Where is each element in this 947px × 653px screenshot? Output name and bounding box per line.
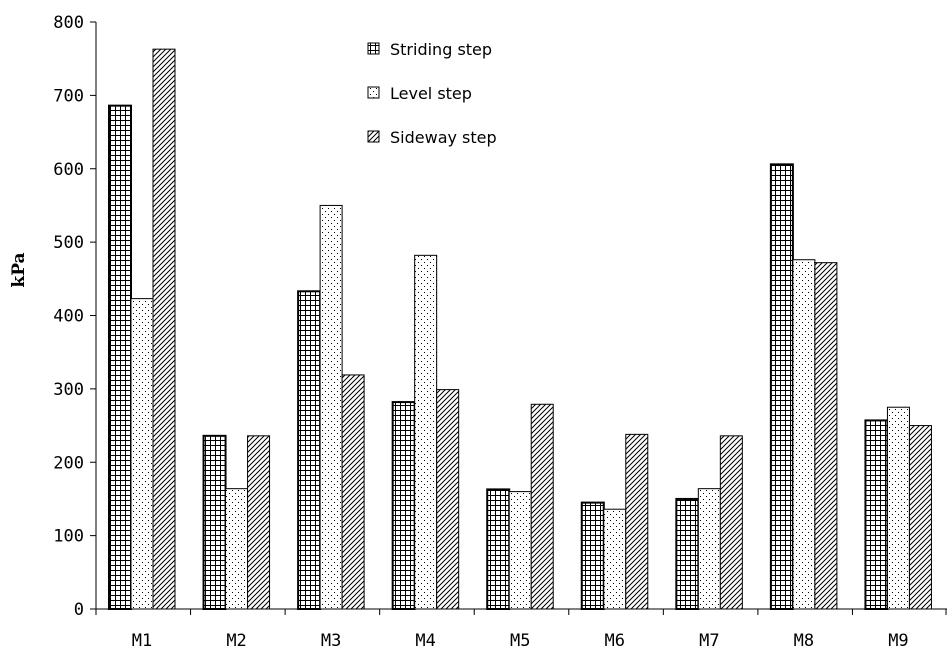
x-tick-label: M3	[321, 631, 341, 651]
bar-m2-sideway-step	[247, 435, 271, 610]
y-tick-label: 800	[53, 13, 84, 33]
bar-m5-striding-step	[486, 488, 511, 610]
legend-swatch-sideway-step	[367, 130, 380, 143]
bar-m3-striding-step	[297, 290, 322, 610]
bar-m4-striding-step	[391, 401, 416, 610]
bar-m5-sideway-step	[530, 403, 554, 610]
legend-label-level-step: Level step	[390, 84, 472, 103]
bar-m5-level-step	[508, 491, 532, 610]
bar-m7-sideway-step	[719, 435, 743, 610]
y-tick-label: 600	[53, 160, 84, 180]
x-tick-label: M7	[699, 631, 719, 651]
x-tick-label: M9	[888, 631, 908, 651]
plot-area: 0 100 200 300 400 500 600 700 800 M1 M2 M3 M4 M5 M6 M7 M…	[53, 13, 947, 651]
x-tick-label: M6	[605, 631, 625, 651]
y-tick-label: 0	[74, 600, 84, 620]
legend-label-sideway-step: Sideway step	[390, 128, 497, 147]
y-tick-label: 500	[53, 233, 84, 253]
bar-m9-sideway-step	[908, 425, 932, 610]
bar-m7-level-step	[697, 488, 721, 610]
legend: Striding step Level step Sideway step	[367, 40, 497, 147]
bar-m9-level-step	[886, 406, 910, 610]
x-tick-label: M8	[794, 631, 814, 651]
x-tick-label: M1	[132, 631, 152, 651]
bar-m8-striding-step	[769, 163, 794, 610]
bar-m9-striding-step	[864, 419, 889, 610]
bar-m4-level-step	[414, 254, 438, 610]
legend-label-striding-step: Striding step	[390, 40, 492, 59]
bar-m1-striding-step	[108, 104, 132, 611]
y-tick-label: 100	[53, 527, 84, 547]
y-tick-label: 400	[53, 307, 84, 327]
bar-m2-striding-step	[202, 434, 227, 610]
bar-m1-sideway-step	[152, 48, 176, 610]
legend-swatch-striding-step	[367, 42, 380, 55]
bar-m6-sideway-step	[625, 433, 649, 610]
bar-m7-striding-step	[675, 497, 700, 610]
x-tick-label: M2	[226, 631, 246, 651]
bar-m6-level-step	[603, 508, 627, 610]
y-axis-label: kPa	[9, 252, 29, 287]
legend-swatch-level-step	[367, 86, 380, 99]
x-tick-label: M5	[510, 631, 530, 651]
bar-m8-sideway-step	[814, 262, 838, 610]
bar-m2-level-step	[225, 488, 249, 610]
bar-m8-level-step	[792, 259, 816, 610]
y-tick-label: 700	[53, 86, 84, 106]
x-tick-label: M4	[415, 631, 435, 651]
bar-m3-sideway-step	[341, 374, 365, 610]
y-tick-label: 200	[53, 453, 84, 473]
bar-m4-sideway-step	[436, 389, 460, 610]
y-tick-label: 300	[53, 380, 84, 400]
bar-m6-striding-step	[580, 501, 605, 611]
bar-m1-level-step	[130, 298, 154, 610]
bar-m3-level-step	[319, 204, 343, 610]
